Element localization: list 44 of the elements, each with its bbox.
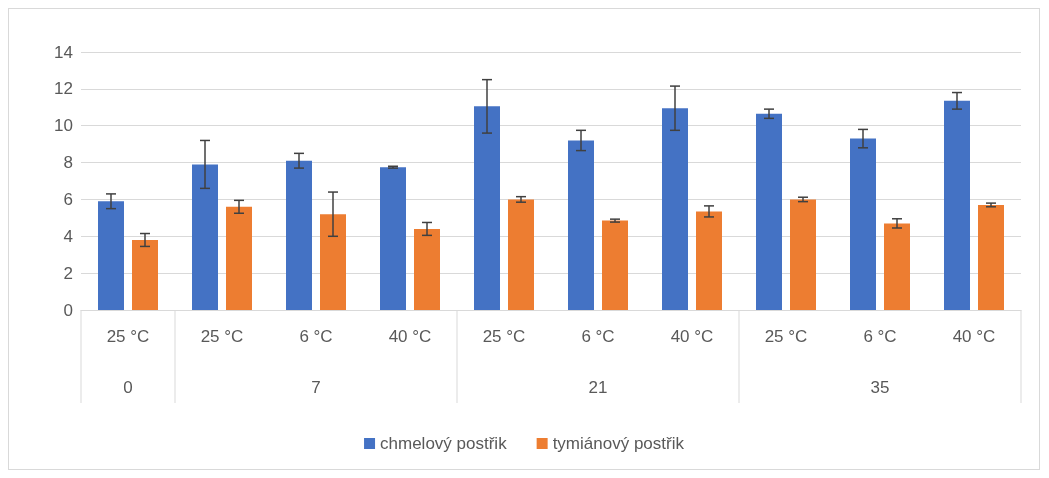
y-tick-label: 2 xyxy=(63,263,73,283)
legend-label: tymiánový postřik xyxy=(552,434,685,453)
bar xyxy=(508,199,534,310)
bar xyxy=(790,199,816,310)
bar xyxy=(320,214,346,310)
y-tick-label: 6 xyxy=(63,189,73,209)
y-tick-label: 4 xyxy=(63,226,73,246)
legend-label: chmelový postřik xyxy=(380,434,508,453)
y-tick-label: 14 xyxy=(54,42,73,62)
bar xyxy=(474,106,500,310)
x-tick-label: 6 °C xyxy=(299,327,333,346)
bar xyxy=(756,113,782,310)
x-tick-label: 25 °C xyxy=(482,327,526,346)
text: 0 xyxy=(123,377,133,397)
text: 7 xyxy=(311,377,321,397)
x-tick-label: 40 °C xyxy=(388,327,432,346)
bar xyxy=(662,108,688,310)
bar xyxy=(884,223,910,310)
text: 35 xyxy=(870,377,890,397)
bar xyxy=(98,201,124,310)
bar xyxy=(286,160,312,310)
x-tick-label: 40 °C xyxy=(670,327,714,346)
bar xyxy=(850,138,876,310)
bar xyxy=(192,164,218,310)
x-tick-label: 6 °C xyxy=(863,327,897,346)
bar xyxy=(380,167,406,310)
y-tick-label: 10 xyxy=(54,116,73,136)
x-tick-label: 6 °C xyxy=(581,327,615,346)
y-tick-label: 0 xyxy=(63,300,73,320)
bar xyxy=(568,140,594,310)
x-tick-label: 25 °C xyxy=(200,327,244,346)
bar xyxy=(132,239,158,310)
x-tick-label: 25 °C xyxy=(764,327,808,346)
y-tick-label: 12 xyxy=(54,79,73,99)
text: 21 xyxy=(588,377,608,397)
bar xyxy=(944,100,970,310)
bar xyxy=(602,220,628,310)
bar xyxy=(696,211,722,310)
bar xyxy=(414,228,440,310)
x-tick-label: 25 °C xyxy=(106,327,150,346)
x-tick-label: 40 °C xyxy=(952,327,996,346)
bar xyxy=(978,204,1004,310)
y-tick-label: 8 xyxy=(63,153,73,173)
bar xyxy=(226,206,252,310)
